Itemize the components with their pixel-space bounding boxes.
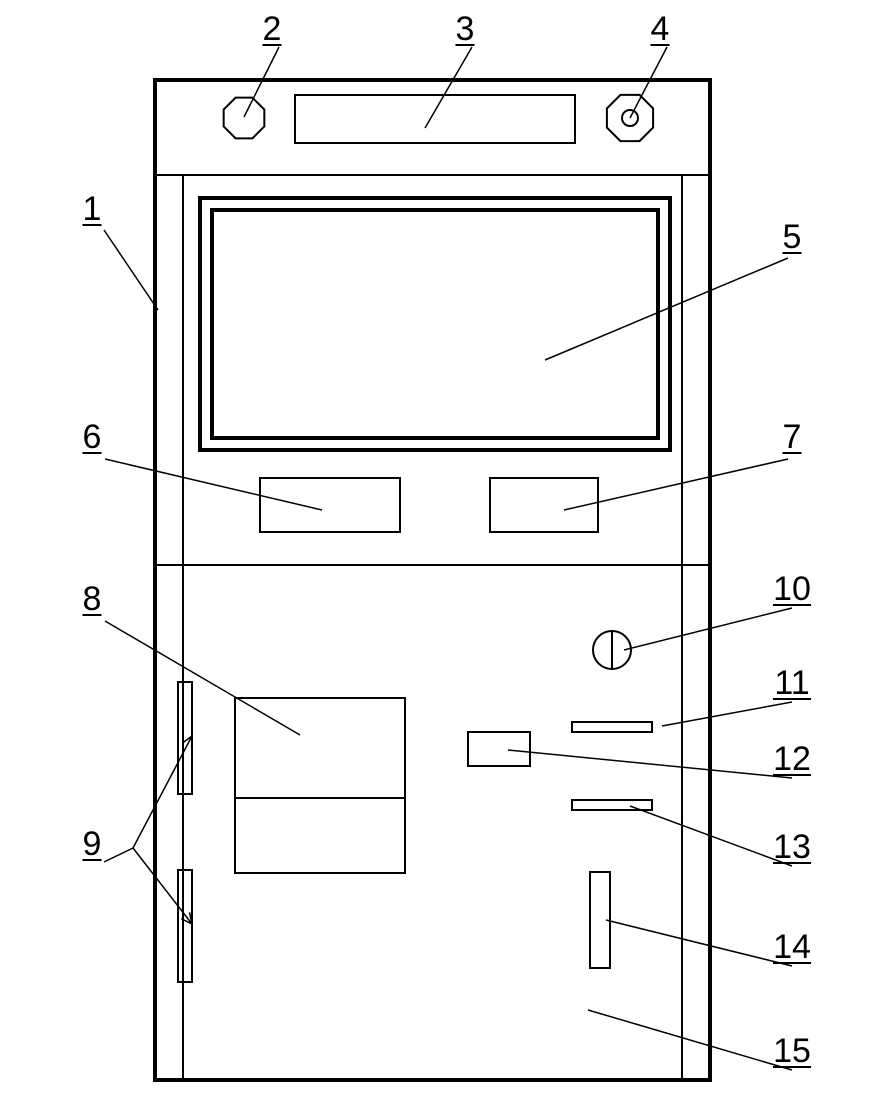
svg-text:13: 13	[773, 828, 811, 866]
svg-text:5: 5	[783, 218, 802, 256]
svg-text:14: 14	[773, 928, 811, 966]
svg-text:6: 6	[83, 418, 102, 456]
svg-text:3: 3	[456, 10, 475, 48]
svg-text:8: 8	[83, 580, 102, 618]
svg-text:15: 15	[773, 1032, 811, 1070]
svg-text:9: 9	[83, 825, 102, 863]
svg-text:7: 7	[783, 418, 802, 456]
svg-text:1: 1	[83, 190, 102, 228]
svg-text:12: 12	[773, 740, 811, 778]
svg-text:10: 10	[773, 570, 811, 608]
svg-text:11: 11	[774, 664, 809, 702]
kiosk-diagram: 234156781011121314159	[0, 0, 879, 1117]
svg-text:2: 2	[263, 10, 282, 48]
svg-text:4: 4	[651, 10, 670, 48]
